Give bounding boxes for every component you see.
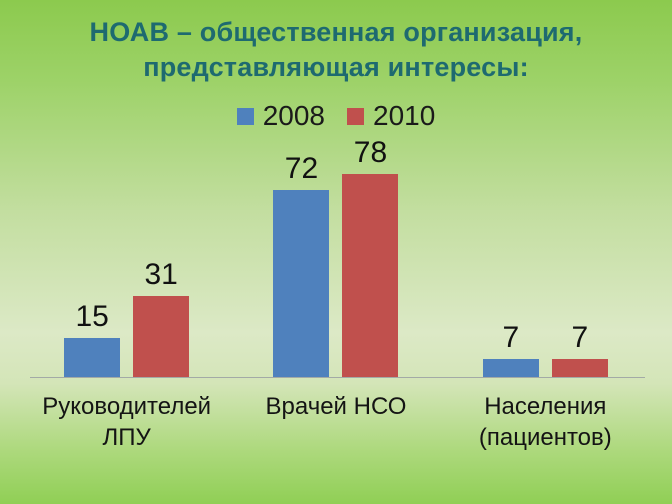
bar-rect-2008 — [64, 338, 121, 378]
chart-legend: 2008 2010 — [0, 99, 672, 133]
bar-group-0: 15 31 — [22, 133, 231, 378]
bar-2008-0: 15 — [64, 300, 121, 378]
category-label-0: Руководителей ЛПУ — [42, 393, 212, 452]
legend-item-2010: 2010 — [347, 100, 435, 132]
bar-value-label: 31 — [144, 258, 178, 292]
bar-rect-2010 — [342, 174, 399, 378]
bar-2008-1: 72 — [273, 152, 330, 378]
legend-swatch-2008-icon — [236, 107, 254, 125]
bar-value-label: 15 — [75, 300, 109, 334]
bar-value-label: 78 — [353, 136, 388, 170]
bar-value-label: 7 — [571, 321, 589, 355]
legend-swatch-2010-icon — [347, 107, 364, 125]
bar-chart: 15 31 72 78 7 7 Руководителей ЛПУ Врачей НСО На… — [0, 133, 672, 453]
category-label-2: Населения (пациентов) — [478, 393, 612, 452]
bar-2010-0: 31 — [133, 258, 190, 378]
bar-2008-2: 7 — [482, 321, 539, 378]
bar-rect-2010 — [133, 296, 190, 378]
page-title: НОАВ – общественная организация, предста… — [0, 0, 672, 84]
category-label-1: Врачей НСО — [265, 393, 407, 421]
category-axis-labels: Руководителей ЛПУ Врачей НСО Населения (па… — [0, 391, 672, 453]
bar-rect-2008 — [273, 190, 330, 378]
page-title-line-2: представляющая интересы: — [143, 51, 529, 82]
bar-value-label: 7 — [502, 321, 520, 355]
legend-label-2008: 2008 — [262, 100, 325, 132]
x-axis-line — [30, 377, 645, 379]
bar-rect-2008 — [482, 359, 539, 378]
bar-value-label: 72 — [284, 152, 319, 186]
bar-2010-2: 7 — [551, 321, 608, 378]
bar-group-1: 72 78 — [231, 133, 440, 378]
page-title-line-1: НОАВ – общественная организация, — [89, 17, 583, 47]
legend-item-2008: 2008 — [236, 100, 325, 132]
bar-2010-1: 78 — [342, 136, 399, 378]
bar-rect-2010 — [551, 359, 608, 378]
legend-label-2010: 2010 — [373, 100, 436, 132]
plot-area: 15 31 72 78 7 7 — [0, 133, 672, 378]
